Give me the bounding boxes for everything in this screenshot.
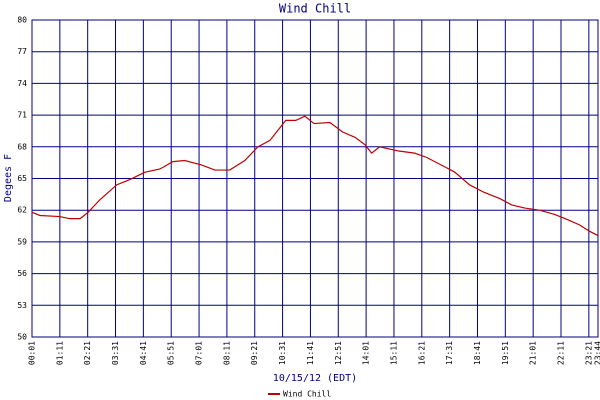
x-tick-label: 04:41 [139,341,148,365]
y-tick-label: 53 [17,301,27,310]
x-tick-label: 07:01 [195,341,204,365]
x-tick-label: 18:41 [473,341,482,365]
y-tick-label: 77 [17,47,27,56]
x-tick-label: 21:01 [529,341,538,365]
x-tick-label: 10:31 [278,341,287,365]
x-tick-label: 03:31 [111,341,120,365]
x-tick-label: 11:41 [306,341,315,365]
x-tick-label: 19:51 [501,341,510,365]
x-tick-label: 09:21 [250,341,259,365]
y-tick-label: 50 [17,333,27,342]
x-tick-label: 02:21 [83,341,92,365]
y-tick-label: 74 [17,79,27,88]
x-tick-label: 23:21 [584,341,593,365]
x-tick-label: 22:11 [557,341,566,365]
x-tick-label: 08:11 [222,341,231,365]
chart-title: Wind Chill [279,2,351,16]
y-tick-label: 56 [17,269,27,278]
x-tick-label: 15:11 [389,341,398,365]
x-tick-label: 16:21 [417,341,426,365]
x-tick-label: 00:01 [28,341,37,365]
x-tick-label: 17:31 [445,341,454,365]
x-axis-label: 10/15/12 (EDT) [273,373,357,384]
y-tick-label: 80 [17,16,27,25]
y-tick-label: 68 [17,142,27,151]
x-tick-label: 12:51 [334,341,343,365]
x-tick-label: 01:11 [55,341,64,365]
x-tick-label: 14:01 [362,341,371,365]
y-axis-label: Degees F [3,154,14,202]
legend-label: Wind Chill [283,390,331,399]
y-tick-label: 71 [17,111,27,120]
x-tick-label: 05:51 [167,341,176,365]
y-tick-label: 65 [17,174,27,183]
x-tick-label: 23:44 [594,341,600,365]
y-tick-label: 62 [17,206,27,215]
y-tick-label: 59 [17,237,27,246]
line [31,115,599,237]
